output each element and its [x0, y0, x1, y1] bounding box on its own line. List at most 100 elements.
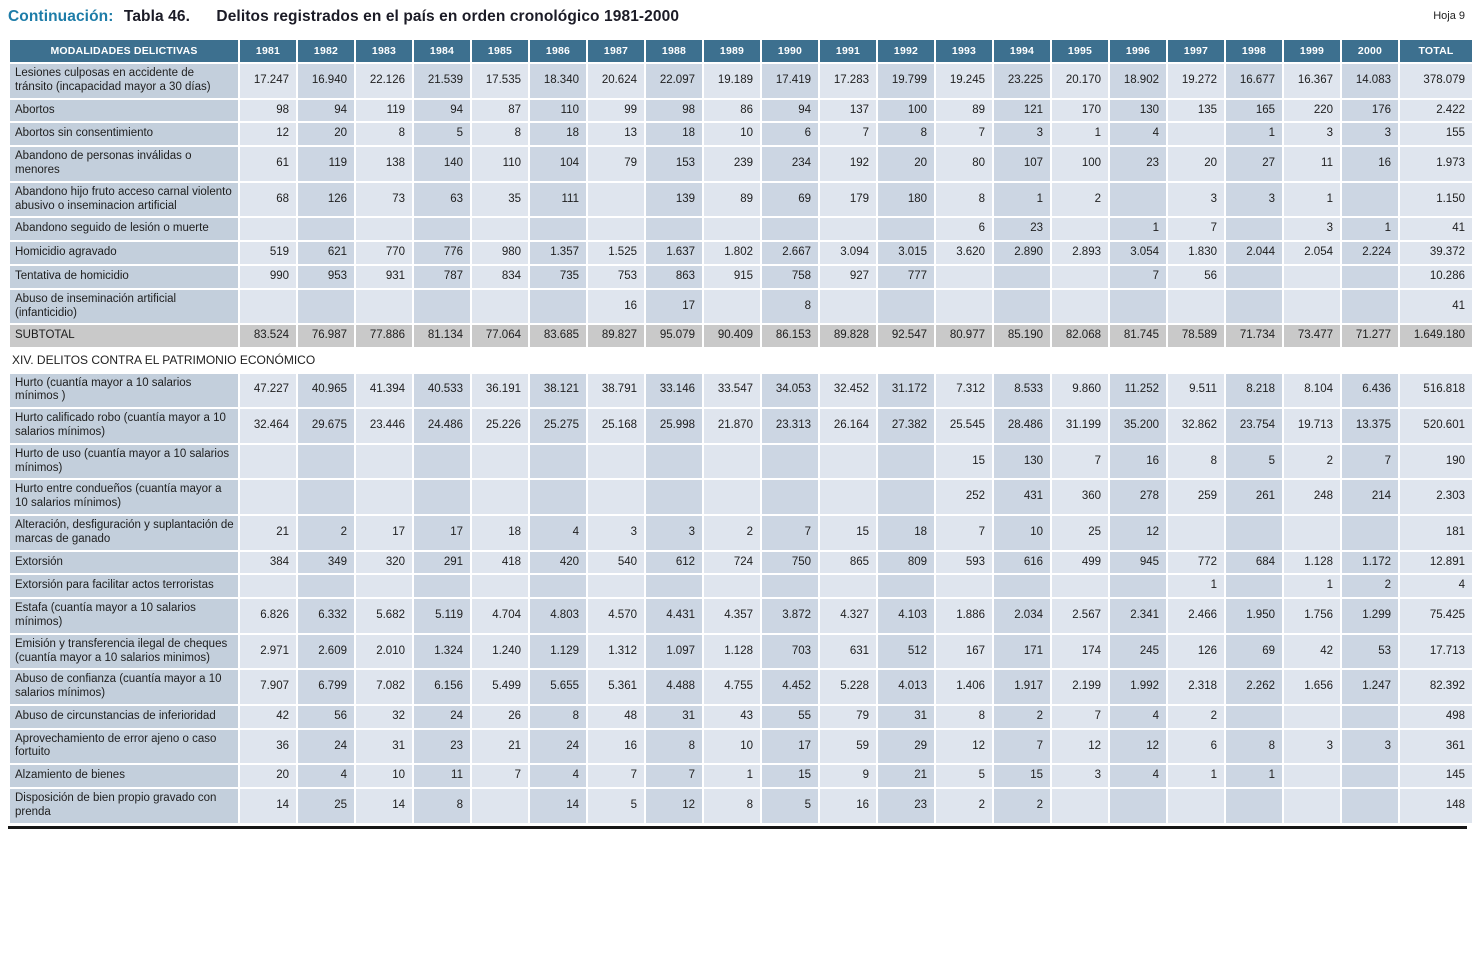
year-value-cell: 8: [530, 705, 586, 728]
year-value-cell: 171: [994, 634, 1050, 669]
total-cell: 4: [1400, 575, 1472, 598]
year-value-cell: 7.082: [356, 670, 412, 704]
year-value-cell: 16: [1110, 444, 1166, 479]
year-value-cell: [1342, 789, 1398, 823]
year-value-cell: 2.224: [1342, 242, 1398, 264]
total-cell: 41: [1400, 218, 1472, 241]
year-value-cell: 8.104: [1284, 373, 1340, 408]
year-value-cell: 140: [414, 147, 470, 181]
table-row: Homicidio agravado 519 621 770 776 980 1.357 1.…: [10, 242, 1472, 264]
year-value-cell: [240, 289, 296, 324]
year-value-cell: 3: [646, 515, 702, 550]
year-value-cell: 63: [414, 182, 470, 217]
year-value-cell: 38.791: [588, 373, 644, 408]
year-value-cell: 4.327: [820, 599, 876, 633]
year-value-cell: 11: [1284, 147, 1340, 181]
year-value-cell: 94: [298, 99, 354, 122]
year-value-cell: 1: [994, 182, 1050, 217]
column-header-2000: 2000: [1342, 40, 1398, 62]
year-value-cell: [1342, 265, 1398, 288]
year-value-cell: [472, 218, 528, 241]
year-value-cell: 4: [1110, 765, 1166, 788]
year-value-cell: [472, 480, 528, 514]
year-value-cell: 8: [1226, 729, 1282, 764]
year-value-cell: [240, 218, 296, 241]
table-header-row: MODALIDADES DELICTIVAS 1981 1982 1983 1984 19…: [10, 40, 1472, 62]
year-value-cell: 12: [1052, 729, 1108, 764]
total-cell: 516.818: [1400, 373, 1472, 408]
year-value-cell: 6.156: [414, 670, 470, 704]
title-continuation-label: Continuación:: [8, 8, 114, 25]
year-value-cell: 130: [1110, 99, 1166, 122]
year-value-cell: 18: [472, 515, 528, 550]
year-value-cell: 25.545: [936, 409, 992, 443]
column-header-1983: 1983: [356, 40, 412, 62]
row-label: Abortos sin consentimiento: [10, 123, 238, 146]
year-value-cell: 8: [936, 182, 992, 217]
year-value-cell: 4.103: [878, 599, 934, 633]
row-label: Abandono de personas inválidas o menores: [10, 147, 238, 181]
table-row: Abandono de personas inválidas o menores…: [10, 147, 1472, 181]
year-value-cell: 7: [820, 123, 876, 146]
year-value-cell: 138: [356, 147, 412, 181]
year-value-cell: 23.225: [994, 64, 1050, 98]
year-value-cell: 1.830: [1168, 242, 1224, 264]
row-label: Abandono hijo fruto acceso carnal violen…: [10, 182, 238, 217]
year-value-cell: 320: [356, 551, 412, 574]
table-row: Emisión y transferencia ilegal de cheque…: [10, 634, 1472, 669]
year-value-cell: 17.247: [240, 64, 296, 98]
year-value-cell: 2.890: [994, 242, 1050, 264]
year-value-cell: 1.637: [646, 242, 702, 264]
year-value-cell: 239: [704, 147, 760, 181]
year-value-cell: 25: [298, 789, 354, 823]
year-value-cell: 1.917: [994, 670, 1050, 704]
year-value-cell: 3: [1284, 218, 1340, 241]
year-value-cell: 234: [762, 147, 818, 181]
table-row: Extorsión para facilitar actos terrorist…: [10, 575, 1472, 598]
year-value-cell: 834: [472, 265, 528, 288]
column-header-1988: 1988: [646, 40, 702, 62]
year-value-cell: [936, 575, 992, 598]
year-value-cell: 12: [936, 729, 992, 764]
total-cell: 378.079: [1400, 64, 1472, 98]
column-header-1987: 1987: [588, 40, 644, 62]
year-value-cell: 4: [1110, 123, 1166, 146]
year-value-cell: 252: [936, 480, 992, 514]
row-label: Emisión y transferencia ilegal de cheque…: [10, 634, 238, 669]
year-value-cell: [472, 289, 528, 324]
year-value-cell: 38.121: [530, 373, 586, 408]
year-value-cell: 512: [878, 634, 934, 669]
year-value-cell: 27: [1226, 147, 1282, 181]
year-value-cell: 1.886: [936, 599, 992, 633]
year-value-cell: [356, 575, 412, 598]
year-value-cell: 90.409: [704, 325, 760, 348]
year-value-cell: 59: [820, 729, 876, 764]
year-value-cell: [1226, 265, 1282, 288]
year-value-cell: 2: [704, 515, 760, 550]
year-value-cell: 703: [762, 634, 818, 669]
column-header-1992: 1992: [878, 40, 934, 62]
year-value-cell: [1284, 765, 1340, 788]
year-value-cell: 631: [820, 634, 876, 669]
year-value-cell: 111: [530, 182, 586, 217]
year-value-cell: 540: [588, 551, 644, 574]
year-value-cell: [1284, 265, 1340, 288]
row-label: Abuso de circunstancias de inferioridad: [10, 705, 238, 728]
column-header-1995: 1995: [1052, 40, 1108, 62]
year-value-cell: 7: [646, 765, 702, 788]
year-value-cell: 83.524: [240, 325, 296, 348]
year-value-cell: 126: [1168, 634, 1224, 669]
year-value-cell: 47.227: [240, 373, 296, 408]
year-value-cell: 56: [298, 705, 354, 728]
year-value-cell: 16.677: [1226, 64, 1282, 98]
year-value-cell: 22.097: [646, 64, 702, 98]
year-value-cell: [762, 218, 818, 241]
table-row: Hurto entre condueños (cuantía mayor a 1…: [10, 480, 1472, 514]
title-bar: Continuación: Tabla 46. Delitos registra…: [8, 8, 1467, 26]
year-value-cell: 15: [994, 765, 1050, 788]
total-cell: 1.649.180: [1400, 325, 1472, 348]
table-row: Abuso de inseminación artificial (infant…: [10, 289, 1472, 324]
year-value-cell: 31.172: [878, 373, 934, 408]
year-value-cell: 1.802: [704, 242, 760, 264]
year-value-cell: [1052, 575, 1108, 598]
